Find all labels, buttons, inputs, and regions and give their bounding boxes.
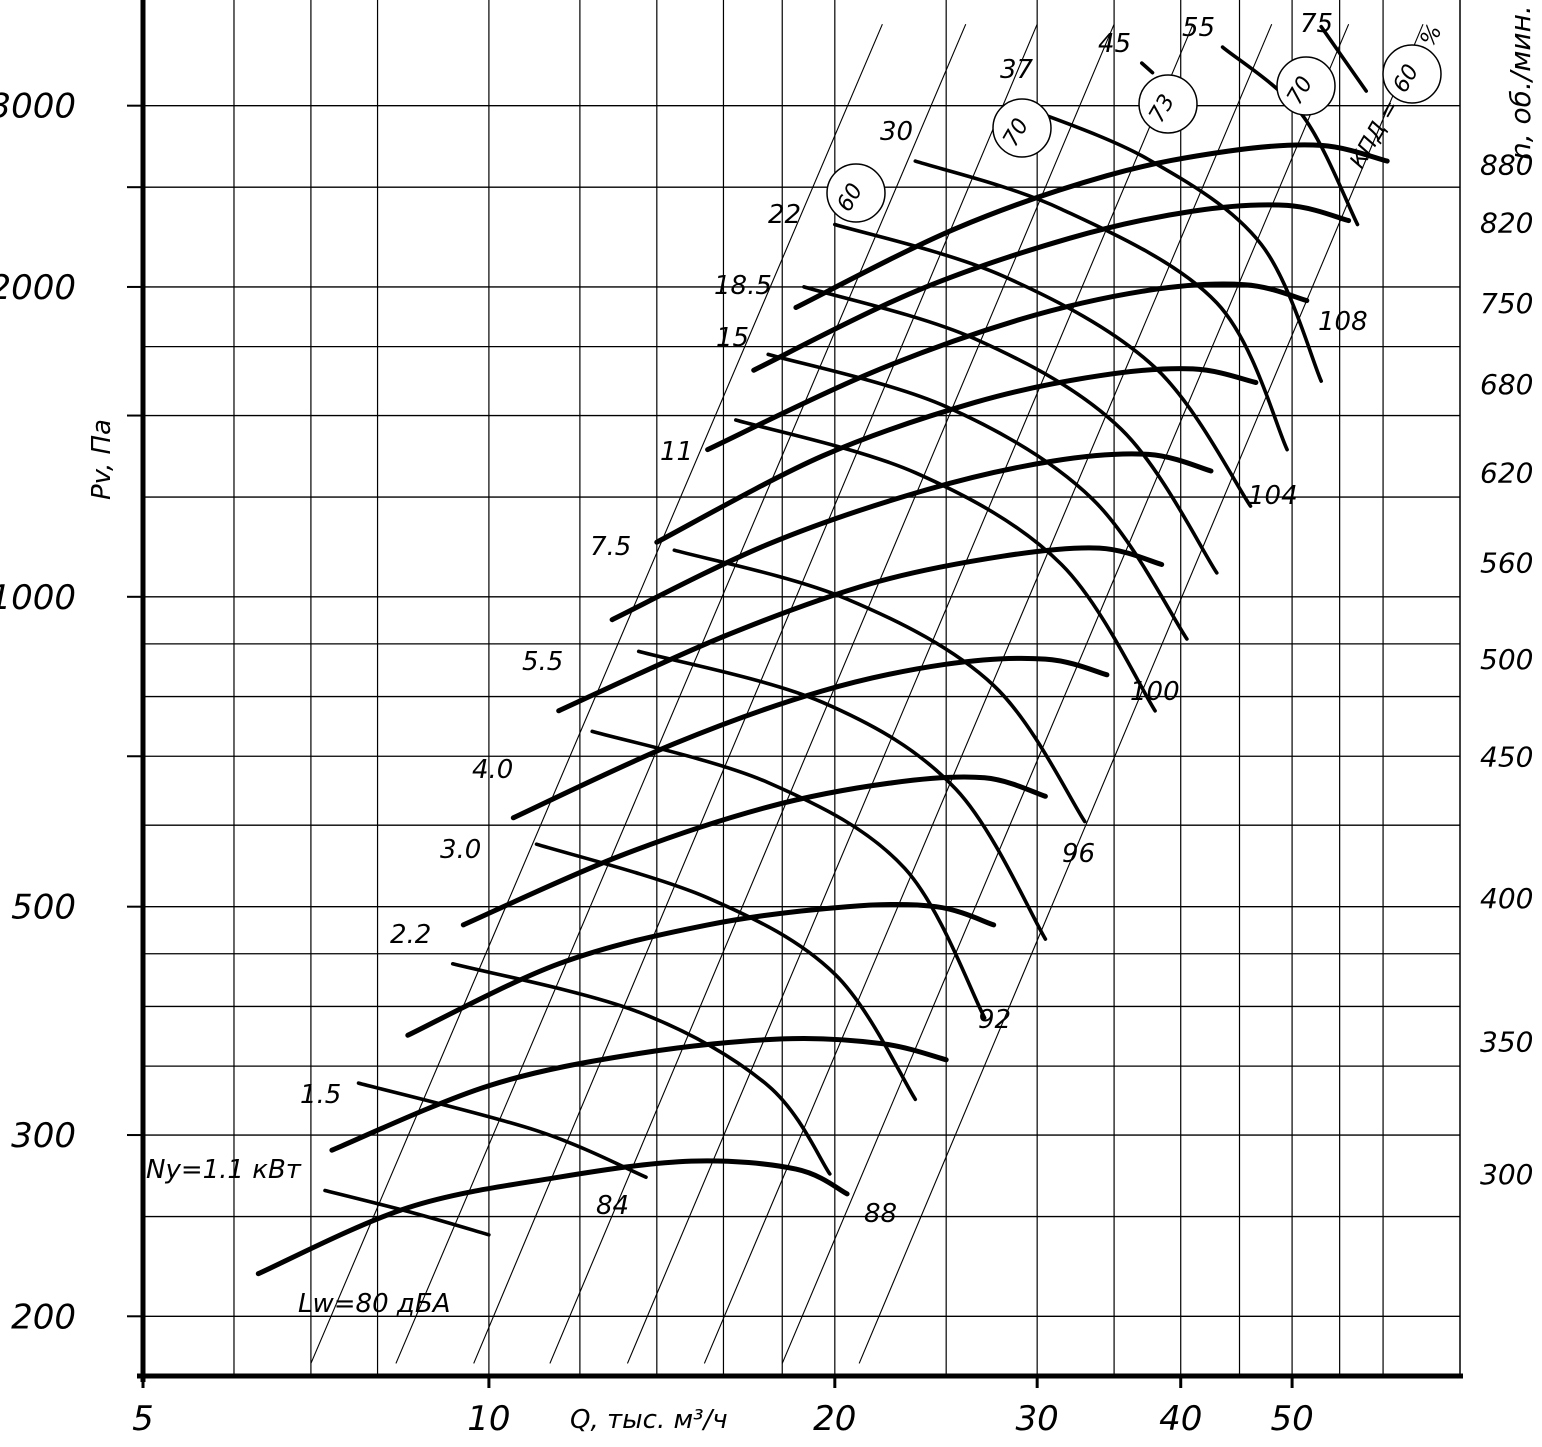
y-axis-title: Pv, Па [87,419,117,500]
power-curve [672,548,1087,824]
power-curve-label: 3.0 [440,835,481,865]
plot-frame [127,0,1463,1388]
noise-level-label: 108 [1318,307,1368,337]
noise-level-label: Lw=80 дБА [298,1289,450,1319]
power-curve [534,842,918,1102]
x-axis-title: Q, тыс. м³/ч [570,1405,728,1435]
power-curve [913,159,1289,452]
x-tick-label: 40 [1159,1399,1202,1439]
y-tick-label: 300 [11,1116,76,1156]
noise-level-label: 96 [1062,839,1095,869]
rpm-curve [793,142,1390,310]
efficiency-circle [1276,56,1336,116]
y-tick-label: 1000 [0,578,76,618]
power-curve [766,352,1189,641]
noise-level-label: 92 [978,1005,1011,1035]
power-curve [590,729,987,1020]
rpm-curves [255,142,1390,1277]
rpm-curve [751,202,1352,373]
x-tick-label: 10 [467,1399,510,1439]
power-curve-label: 22 [768,200,801,230]
power-curve-label: 11 [660,437,693,467]
rpm-curve [460,774,1048,928]
rpm-tick-label: 400 [1480,882,1533,915]
rpm-tick-label: 560 [1480,546,1533,579]
power-curve-label: 45 [1098,29,1131,59]
noise-iso-line [781,23,1350,1364]
noise-iso-lines [310,23,1424,1364]
rpm-tick-label: 300 [1480,1158,1533,1191]
noise-iso-line [703,23,1273,1364]
y-tick-label: 200 [11,1297,76,1337]
power-curves [323,24,1368,1237]
power-curve [734,418,1157,713]
x-tick-label: 5 [132,1399,154,1439]
rpm-tick-label: 750 [1480,287,1533,320]
rpm-curve [405,901,997,1038]
efficiency-circle [826,163,886,223]
y-tick-label: 500 [11,888,76,928]
x-tick-label: 30 [1016,1399,1059,1439]
rpm-curve [510,655,1110,821]
power-curve [802,285,1219,575]
chart-labels: 3000 2000 1000 500 300 200 5 10 20 30 40 50 880 820 75… [0,5,1537,1439]
power-curve-label: 75 [1300,9,1333,39]
efficiency-label: КПД = [1346,96,1405,173]
rpm-axis-title: n, об./мин. [1504,5,1537,160]
noise-level-label: 84 [596,1191,629,1221]
rpm-curve [255,1158,850,1277]
rpm-tick-label: 620 [1480,457,1533,490]
rpm-tick-label: 350 [1480,1025,1533,1058]
power-curve [636,649,1048,941]
efficiency-circle [992,98,1052,158]
rpm-tick-label: 450 [1480,740,1533,773]
noise-level-label: 88 [864,1199,897,1229]
noise-iso-line [858,23,1424,1364]
power-curve-label: 18.5 [714,271,772,301]
power-curve [1319,24,1368,93]
power-curve-label: 1.5 [300,1080,341,1110]
rpm-curve [556,545,1165,714]
y-tick-label: 3000 [0,87,76,127]
efficiency-circle [1382,44,1442,104]
power-curve-label: 55 [1182,13,1215,43]
rpm-curve [705,281,1310,453]
power-curve-label: 15 [716,323,749,353]
noise-level-label: 100 [1130,677,1180,707]
efficiency-circle [1138,74,1198,134]
power-curve-label: 4.0 [472,755,513,785]
power-curve-label: 7.5 [590,532,631,562]
x-tick-label: 50 [1270,1399,1313,1439]
rpm-tick-label: 880 [1480,149,1533,182]
rpm-curve [654,366,1259,545]
noise-iso-line [395,23,967,1364]
power-curve [833,222,1253,508]
noise-iso-line [626,23,1194,1364]
noise-level-label: 104 [1248,481,1298,511]
power-curve-label: 5.5 [522,647,563,677]
rpm-tick-label: 820 [1480,207,1533,240]
rpm-curve [329,1035,949,1153]
power-curve [1140,61,1155,75]
power-curve-label: Ny=1.1 кВт [146,1155,302,1185]
rpm-curve [609,451,1214,623]
rpm-tick-label: 500 [1480,643,1533,676]
power-curve [1018,103,1323,383]
power-curve [323,1188,491,1237]
x-tick-label: 20 [813,1399,856,1439]
power-curve [450,962,832,1176]
power-curve [356,1081,648,1179]
rpm-tick-label: 680 [1480,368,1533,401]
noise-iso-line [549,23,1115,1364]
power-curve-label: 30 [880,117,913,147]
power-curve-label: 2.2 [390,920,431,950]
power-curve-label: 37 [1000,55,1034,85]
y-tick-label: 2000 [0,268,76,308]
